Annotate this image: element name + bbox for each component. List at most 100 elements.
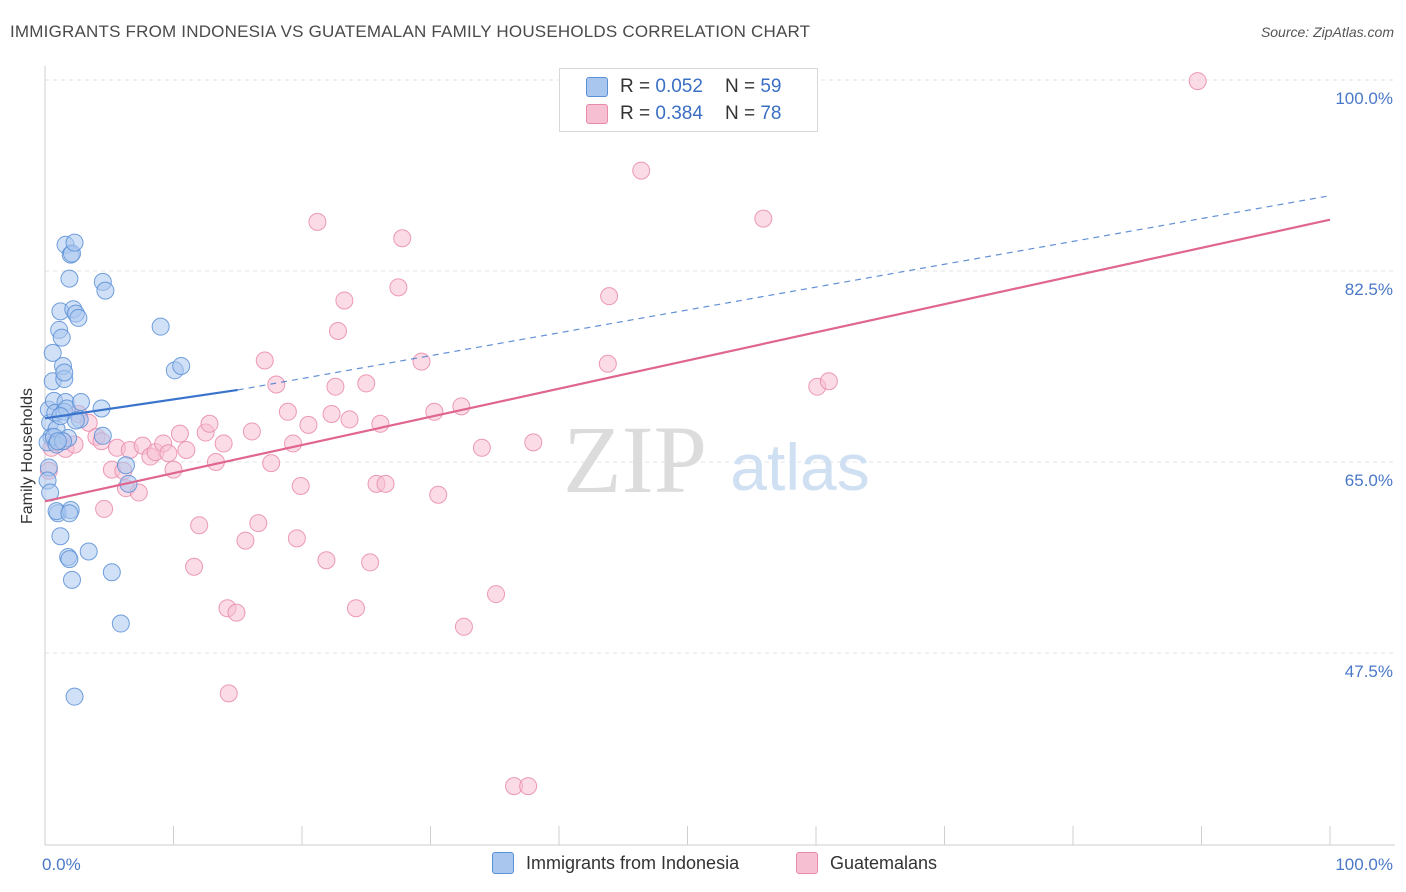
guatemalan-point (328, 322, 347, 341)
y-tick-label: 65.0% (1345, 471, 1393, 490)
legend-r-label: R = (620, 76, 651, 97)
guatemalan-point (242, 422, 261, 441)
watermark-atlas: atlas (730, 430, 869, 504)
indonesia-point (69, 308, 88, 327)
indonesia-point (65, 687, 84, 706)
tick-label-layer: 100.0% 82.5% 65.0% 47.5% 0.0% 100.0% (42, 89, 1393, 874)
guatemalan-point (519, 777, 538, 796)
guatemalan-point (287, 529, 306, 548)
correlation-legend: R = 0.052 N = 59 R = 0.384 N = 78 (559, 68, 818, 132)
y-tick-label: 47.5% (1345, 662, 1393, 681)
x-tick-label-right: 100.0% (1335, 855, 1393, 874)
guatemalan-point (185, 557, 204, 576)
guatemalan-point (335, 291, 354, 310)
guatemalan-point (412, 352, 431, 371)
indonesia-point (151, 317, 170, 336)
watermark: ZIP atlas (563, 406, 870, 513)
legend-n-value: 59 (760, 76, 782, 97)
guatemalan-point (429, 485, 448, 504)
guatemalan-point (95, 499, 114, 518)
bottom-legend-label: Immigrants from Indonesia (526, 852, 740, 873)
indonesia-point (102, 563, 121, 582)
x-tick-label-left: 0.0% (42, 855, 81, 874)
guatemalan-point (326, 377, 345, 396)
legend-row-guatemalans: R = 0.384 N = 78 (586, 102, 781, 126)
legend-row-indonesia: R = 0.052 N = 59 (586, 75, 781, 99)
legend-n-value: 78 (760, 103, 782, 124)
indonesia-point (60, 504, 79, 523)
points-layer (38, 72, 1207, 796)
legend-n-label: N = (724, 76, 756, 97)
guatemalan-point (262, 454, 281, 473)
legend-r-value: 0.052 (655, 76, 703, 97)
indonesia-point (65, 233, 84, 252)
guatemalan-point (598, 354, 617, 373)
legend-swatch-blue (586, 77, 608, 97)
guatemalan-point (170, 424, 189, 443)
legend-r-label: R = (620, 103, 651, 124)
guatemalan-point (190, 516, 209, 535)
guatemalan-point (632, 161, 651, 180)
trend-layer (44, 195, 1331, 503)
indonesia-trend-line (44, 388, 238, 420)
watermark-zip: ZIP (563, 406, 707, 513)
guatemalan-point (819, 372, 838, 391)
guatemalan-point (361, 553, 380, 572)
indonesia-trend-extension (237, 195, 1331, 391)
guatemalan-point (267, 375, 286, 394)
chart-title: IMMIGRANTS FROM INDONESIA VS GUATEMALAN … (10, 22, 811, 41)
indonesia-point (93, 426, 112, 445)
guatemalan-point (346, 599, 365, 618)
guatemalan-point (754, 209, 773, 228)
guatemalan-point (472, 438, 491, 457)
indonesia-point (48, 432, 67, 451)
legend-r-value: 0.384 (655, 103, 703, 124)
guatemalan-trend-line (44, 218, 1331, 503)
source-credit: Source: ZipAtlas.com (1260, 24, 1394, 40)
guatemalan-point (454, 617, 473, 636)
guatemalan-point (255, 351, 274, 370)
guatemalan-point (291, 477, 310, 496)
y-tick-label: 100.0% (1335, 89, 1393, 108)
indonesia-point (55, 363, 74, 382)
guatemalan-point (1188, 72, 1207, 91)
bottom-legend-swatch-pink (796, 852, 818, 874)
guatemalan-point (357, 374, 376, 393)
indonesia-point (172, 356, 191, 375)
guatemalan-point (322, 404, 341, 423)
grid-layer (45, 79, 1395, 654)
guatemalan-point (299, 415, 318, 434)
indonesia-point (51, 527, 70, 546)
guatemalan-point (249, 514, 268, 533)
guatemalan-point (236, 531, 255, 550)
guatemalan-point (308, 212, 327, 231)
guatemalan-point (393, 229, 412, 248)
indonesia-point (60, 550, 79, 569)
indonesia-point (52, 328, 71, 347)
guatemalan-point (376, 474, 395, 493)
indonesia-point (116, 456, 135, 475)
guatemalan-point (159, 444, 178, 463)
guatemalan-point (219, 684, 238, 703)
indonesia-point (62, 570, 81, 589)
indonesia-point (111, 614, 130, 633)
guatemalan-point (389, 278, 408, 297)
guatemalan-point (340, 410, 359, 429)
guatemalan-point (177, 440, 196, 459)
indonesia-point (43, 343, 62, 362)
legend-n-label: N = (724, 103, 756, 124)
axis-layer (44, 66, 1395, 846)
guatemalan-point (284, 434, 303, 453)
bottom-legend-indonesia: Immigrants from Indonesia (492, 852, 739, 874)
indonesia-point (96, 281, 115, 300)
guatemalan-point (227, 603, 246, 622)
indonesia-point (79, 542, 98, 561)
guatemalan-point (278, 402, 297, 421)
guatemalan-point (600, 287, 619, 306)
guatemalan-point (487, 585, 506, 604)
guatemalan-point (214, 434, 233, 453)
legend-swatch-pink (586, 104, 608, 124)
guatemalan-point (164, 460, 183, 479)
y-tick-label: 82.5% (1345, 280, 1393, 299)
